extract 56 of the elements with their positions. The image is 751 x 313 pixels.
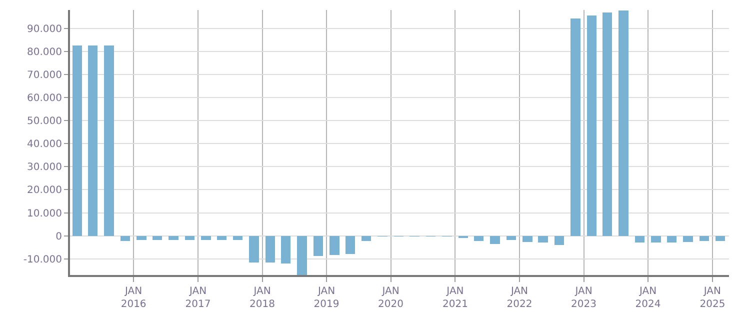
bar xyxy=(651,236,661,243)
y-tick-label: 70.000 xyxy=(27,70,62,82)
bar xyxy=(345,236,355,254)
bar xyxy=(265,236,276,262)
bar xyxy=(699,236,710,241)
y-tick-label: -10.000 xyxy=(23,254,62,266)
y-tick-label: 30.000 xyxy=(27,162,62,174)
bar xyxy=(104,46,114,236)
x-tick-label: JAN 2018 xyxy=(250,286,275,310)
bar xyxy=(249,236,259,262)
x-tick-label: JAN 2025 xyxy=(700,286,726,310)
y-tick-label: 50.000 xyxy=(27,116,62,128)
bar xyxy=(201,236,211,240)
bar xyxy=(120,236,130,241)
y-tick-label: 80.000 xyxy=(27,46,62,58)
x-tick-label: JAN 2016 xyxy=(120,286,146,310)
bar xyxy=(168,236,178,240)
bar xyxy=(136,236,146,240)
y-tick-label: 60.000 xyxy=(27,93,62,104)
bar xyxy=(184,236,195,240)
bar xyxy=(72,46,82,236)
bar xyxy=(554,236,564,245)
x-tick-label: JAN 2019 xyxy=(314,286,340,310)
bar xyxy=(618,10,628,236)
bar xyxy=(216,236,226,240)
bar xyxy=(88,46,98,236)
x-tick-label: JAN 2022 xyxy=(506,286,532,310)
bar xyxy=(281,236,291,264)
x-tick-label: JAN 2024 xyxy=(635,286,661,310)
x-tick-label: JAN 2023 xyxy=(571,286,596,310)
bar xyxy=(506,236,516,240)
y-tick-label: 0 xyxy=(56,231,62,242)
bar xyxy=(152,236,162,240)
bar xyxy=(490,236,500,244)
x-tick-label: JAN 2020 xyxy=(378,286,404,310)
bar xyxy=(570,18,580,236)
bar xyxy=(361,236,372,241)
bar xyxy=(297,236,307,275)
y-tick-label: 10.000 xyxy=(27,208,62,220)
bar xyxy=(634,236,645,243)
bar xyxy=(474,236,484,241)
bar xyxy=(666,236,677,243)
bar xyxy=(586,16,597,236)
x-tick-label: JAN 2017 xyxy=(185,286,211,310)
bar xyxy=(313,236,324,256)
bar xyxy=(602,12,612,236)
y-tick-label: 20.000 xyxy=(27,185,62,196)
bar xyxy=(538,236,548,243)
x-tick-label: JAN 2021 xyxy=(442,286,468,310)
bar xyxy=(716,236,726,241)
y-tick-label: 90.000 xyxy=(27,24,62,35)
y-tick-label: 40.000 xyxy=(27,139,62,150)
bar xyxy=(232,236,243,240)
bar xyxy=(683,236,693,242)
bar xyxy=(330,236,340,255)
bar xyxy=(522,236,532,242)
